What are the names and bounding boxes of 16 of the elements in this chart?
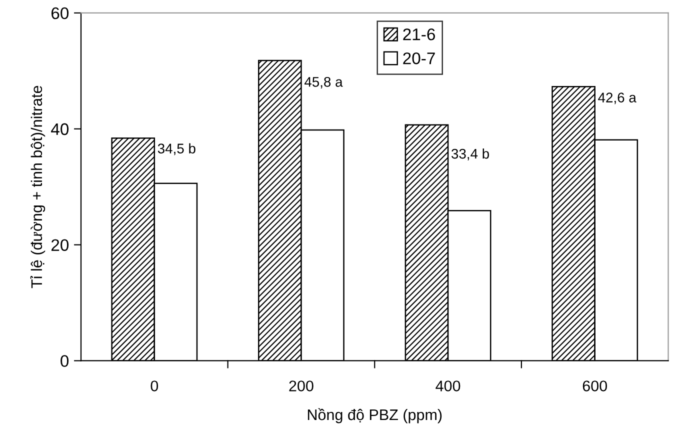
annotation: 34,5 b [158, 143, 196, 156]
x-tick-label: 200 [289, 380, 314, 392]
y-axis-title: Tỉ lệ (đường + tinh bột)/nitrate [30, 86, 46, 288]
legend-label: 20-7 [403, 52, 435, 64]
y-tick-label: 60 [52, 7, 69, 20]
annotation: 42,6 a [598, 92, 636, 104]
x-tick-label: 400 [436, 380, 460, 392]
x-tick-label: 600 [582, 380, 607, 392]
y-tick-label: 0 [60, 355, 69, 367]
y-tick-label: 40 [51, 123, 69, 136]
annotation: 45,8 a [304, 76, 343, 88]
x-tick-label: 0 [150, 380, 158, 392]
legend-label: 21-6 [403, 28, 435, 40]
x-axis-title: Nồng độ PBZ (ppm) [308, 408, 442, 424]
annotation: 33,4 b [451, 148, 489, 160]
y-tick-label: 20 [51, 239, 69, 252]
